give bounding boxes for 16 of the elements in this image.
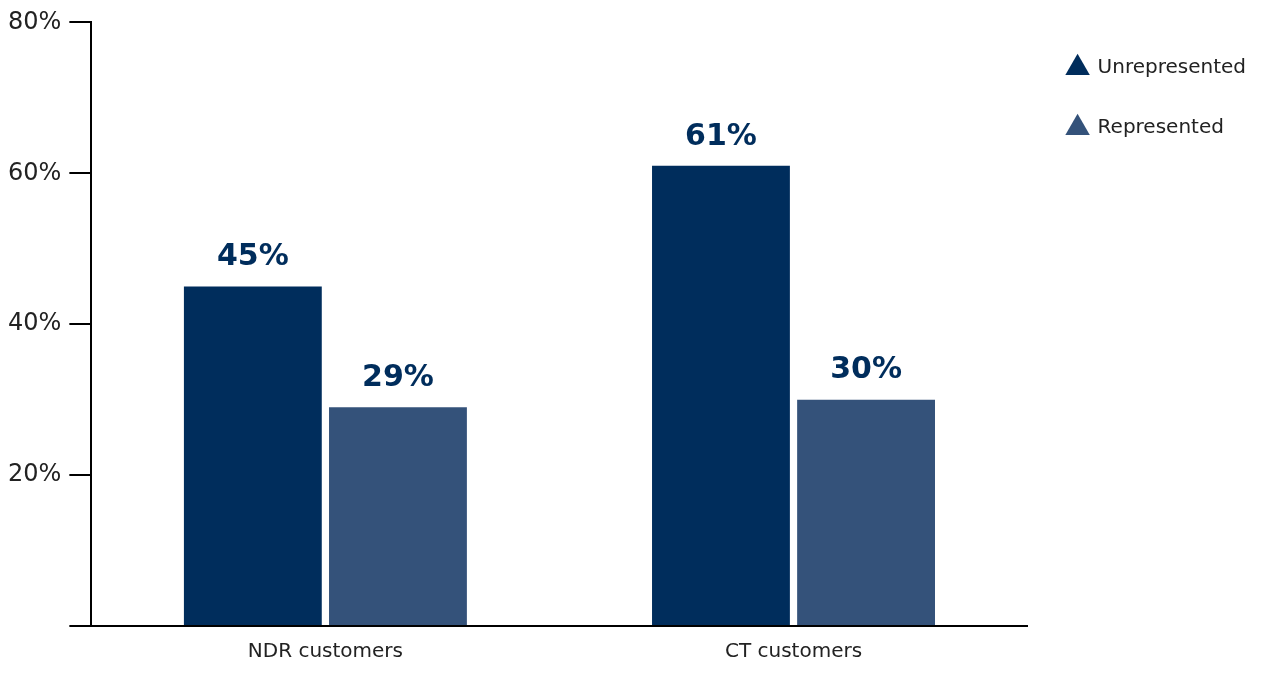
y-tick-label: 60% — [8, 157, 62, 186]
y-tick-label: 80% — [8, 6, 62, 35]
bar — [652, 165, 790, 625]
legend-label: Represented — [1097, 114, 1224, 139]
x-tick-label: NDR customers — [247, 638, 404, 663]
data-label: 29% — [362, 357, 434, 393]
data-label: 30% — [830, 350, 902, 386]
bar — [797, 399, 935, 625]
bar — [183, 286, 322, 625]
legend-label: Unrepresented — [1097, 54, 1247, 79]
bar — [329, 407, 467, 625]
data-label: 45% — [216, 237, 289, 273]
y-tick-label: 40% — [8, 308, 62, 337]
y-tick-label: 20% — [8, 459, 62, 488]
data-label: 61% — [685, 116, 757, 152]
x-tick-label: CT customers — [724, 638, 863, 663]
